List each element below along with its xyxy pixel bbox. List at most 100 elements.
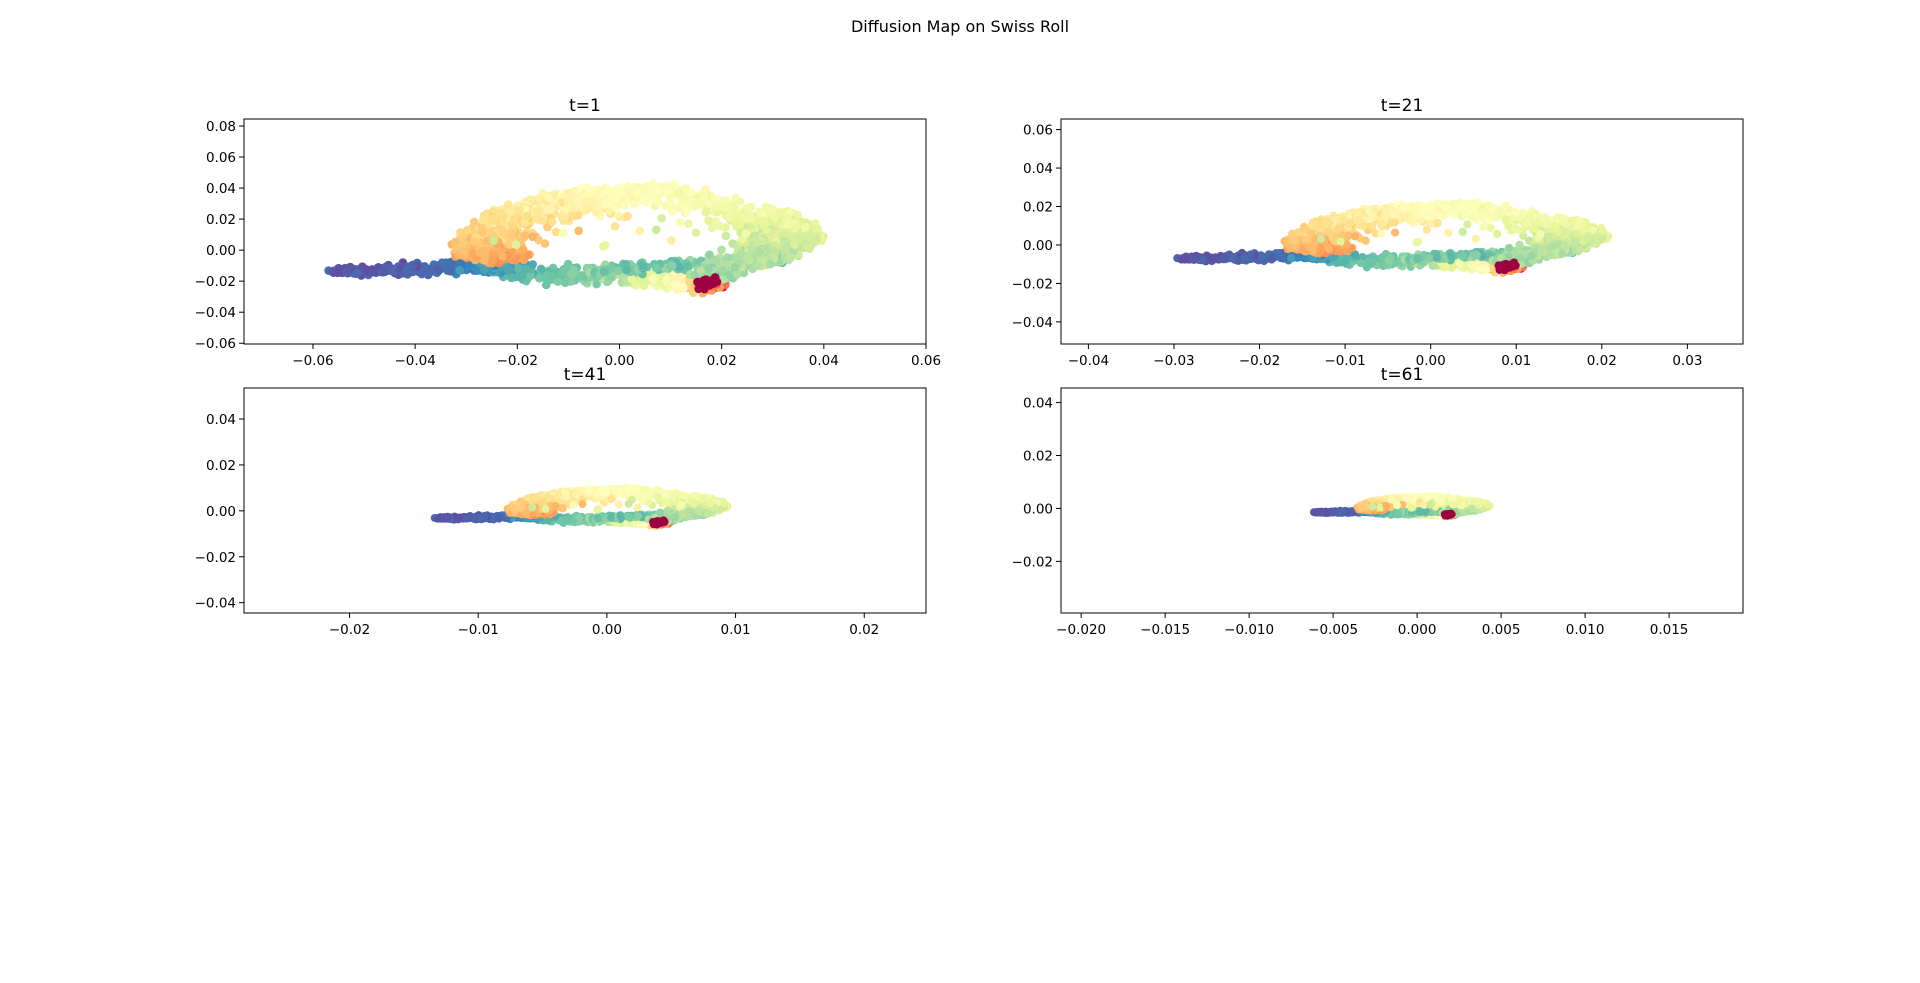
- data-point: [599, 267, 609, 277]
- data-point: [663, 187, 673, 196]
- y-tick-label: 0.06: [1023, 123, 1053, 139]
- scatter-points: [324, 179, 828, 298]
- data-point: [460, 247, 469, 257]
- data-point: [546, 205, 556, 214]
- data-point: [694, 284, 703, 294]
- data-point: [1317, 234, 1326, 243]
- data-point: [1341, 257, 1350, 266]
- axes-frame: [243, 118, 927, 345]
- data-point: [560, 278, 570, 287]
- data-point: [1493, 229, 1502, 238]
- data-point: [333, 268, 342, 278]
- data-point: [730, 262, 739, 272]
- data-point: [629, 200, 639, 209]
- x-tick-label: 0.02: [1587, 353, 1617, 369]
- data-point: [741, 229, 750, 238]
- data-point: [704, 256, 714, 266]
- data-point: [1470, 209, 1480, 218]
- data-point: [1246, 250, 1255, 259]
- data-point: [1308, 247, 1317, 256]
- data-point: [1505, 243, 1514, 253]
- data-point: [387, 266, 397, 276]
- data-point: [1458, 227, 1467, 236]
- data-point: [678, 282, 688, 292]
- data-point: [768, 204, 778, 214]
- x-tick-label: −0.04: [1068, 353, 1109, 369]
- data-point: [1511, 208, 1521, 217]
- data-point: [1350, 232, 1360, 241]
- data-point: [701, 184, 710, 194]
- data-point: [631, 281, 641, 290]
- data-point: [1558, 249, 1567, 259]
- data-point: [508, 221, 517, 230]
- data-point: [1377, 218, 1386, 228]
- data-point: [657, 213, 666, 223]
- data-point: [1400, 204, 1409, 213]
- data-point: [638, 261, 647, 270]
- x-tick-label: 0.02: [707, 353, 737, 369]
- data-point: [1432, 253, 1441, 262]
- subplot-2: t=21−0.04 −0.03 −0.02 −0.01 0.00 0.01 0.02 0.03…: [1012, 96, 1744, 369]
- data-point: [683, 261, 692, 271]
- data-point: [1408, 202, 1417, 212]
- data-point: [752, 238, 761, 247]
- data-point: [620, 200, 629, 210]
- data-point: [573, 198, 582, 208]
- data-point: [702, 206, 711, 216]
- x-tick-label: 0.03: [1672, 353, 1702, 369]
- data-point: [1339, 215, 1348, 224]
- data-point: [712, 277, 722, 287]
- data-point: [558, 211, 568, 221]
- data-point: [1364, 207, 1374, 216]
- data-point: [758, 255, 767, 265]
- data-point: [762, 226, 771, 235]
- data-point: [1377, 229, 1386, 238]
- data-point: [1368, 257, 1377, 267]
- data-point: [1495, 261, 1504, 270]
- data-point: [648, 274, 658, 284]
- data-point: [562, 204, 571, 213]
- data-point: [1268, 252, 1277, 262]
- data-point: [707, 223, 717, 233]
- data-point: [592, 279, 601, 289]
- data-point: [665, 197, 675, 206]
- data-point: [1444, 228, 1453, 237]
- data-point: [1371, 229, 1380, 238]
- data-point: [548, 217, 557, 226]
- data-point: [1455, 259, 1464, 268]
- data-point: [693, 277, 703, 287]
- data-point: [489, 236, 499, 245]
- data-point: [498, 252, 507, 261]
- data-point: [518, 245, 528, 254]
- data-point: [697, 200, 706, 210]
- y-tick-label: −0.02: [1012, 276, 1053, 292]
- data-point: [1417, 215, 1426, 224]
- data-point: [746, 214, 756, 223]
- data-point: [1583, 233, 1592, 243]
- data-point: [599, 242, 608, 251]
- data-point: [666, 236, 676, 245]
- data-point: [1489, 212, 1498, 221]
- data-point: [1300, 222, 1309, 231]
- x-tick-label: −0.06: [292, 353, 333, 369]
- scatter-points: [1173, 198, 1613, 277]
- data-point: [705, 250, 714, 260]
- y-tick-label: 0.00: [206, 243, 236, 259]
- data-point: [677, 200, 687, 209]
- data-point: [780, 235, 789, 245]
- data-point: [548, 272, 557, 281]
- data-point: [514, 264, 523, 273]
- data-point: [1322, 217, 1331, 226]
- data-point: [1480, 211, 1490, 220]
- data-point: [563, 196, 573, 206]
- data-point: [786, 253, 796, 262]
- data-point: [1328, 253, 1338, 262]
- data-point: [1359, 221, 1368, 231]
- data-point: [1458, 252, 1467, 261]
- data-point: [1560, 214, 1569, 223]
- figure-title: Diffusion Map on Swiss Roll: [851, 17, 1069, 36]
- data-point: [655, 279, 665, 288]
- y-tick-label: 0.00: [1023, 238, 1053, 254]
- data-point: [551, 227, 561, 237]
- data-point: [1191, 253, 1201, 262]
